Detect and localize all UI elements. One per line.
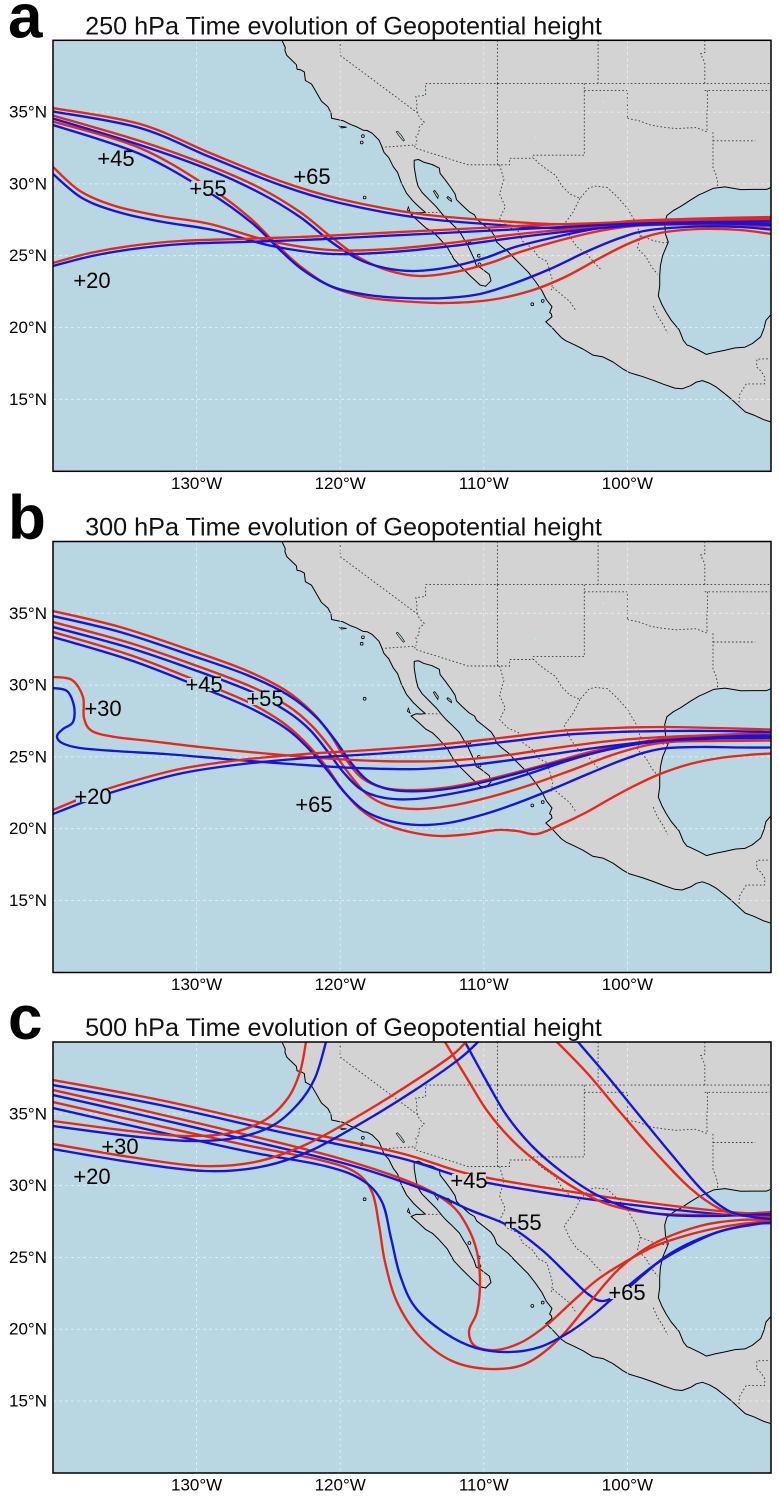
svg-text:120°W: 120°W xyxy=(315,474,366,493)
svg-text:110°W: 110°W xyxy=(459,975,509,994)
svg-text:+30: +30 xyxy=(84,696,121,721)
svg-text:+45: +45 xyxy=(185,672,222,697)
svg-text:+65: +65 xyxy=(293,164,330,189)
svg-text:30°N: 30°N xyxy=(9,174,47,193)
svg-text:25°N: 25°N xyxy=(9,246,47,265)
svg-text:15°N: 15°N xyxy=(9,1392,47,1411)
svg-text:+65: +65 xyxy=(608,1280,645,1305)
svg-text:120°W: 120°W xyxy=(315,975,366,994)
svg-text:130°W: 130°W xyxy=(171,975,222,994)
svg-text:130°W: 130°W xyxy=(171,1476,222,1495)
svg-text:30°N: 30°N xyxy=(9,676,47,695)
svg-text:+45: +45 xyxy=(450,1168,487,1193)
svg-text:+45: +45 xyxy=(97,146,134,171)
svg-text:20°N: 20°N xyxy=(9,1320,47,1339)
svg-text:300 hPa Time evolution of Geop: 300 hPa Time evolution of Geopotential h… xyxy=(85,514,602,542)
svg-text:+20: +20 xyxy=(74,784,111,809)
svg-text:120°W: 120°W xyxy=(315,1476,366,1495)
svg-text:a: a xyxy=(8,0,43,52)
svg-text:500 hPa Time evolution of Geop: 500 hPa Time evolution of Geopotential h… xyxy=(85,1014,602,1042)
svg-text:110°W: 110°W xyxy=(459,474,509,493)
svg-text:+30: +30 xyxy=(101,1134,138,1159)
svg-text:15°N: 15°N xyxy=(9,390,47,409)
svg-text:20°N: 20°N xyxy=(9,318,47,337)
svg-text:+65: +65 xyxy=(295,792,332,817)
svg-text:+20: +20 xyxy=(73,1164,110,1189)
svg-text:35°N: 35°N xyxy=(9,1104,47,1123)
svg-text:c: c xyxy=(8,984,42,1053)
svg-text:100°W: 100°W xyxy=(602,474,653,493)
svg-text:20°N: 20°N xyxy=(9,819,47,838)
svg-text:+55: +55 xyxy=(189,176,226,201)
svg-text:25°N: 25°N xyxy=(9,1248,47,1267)
svg-text:+20: +20 xyxy=(73,268,110,293)
svg-text:35°N: 35°N xyxy=(9,604,47,623)
svg-text:110°W: 110°W xyxy=(459,1476,509,1495)
svg-text:35°N: 35°N xyxy=(9,103,47,122)
svg-text:+55: +55 xyxy=(504,1210,541,1235)
svg-text:100°W: 100°W xyxy=(602,975,653,994)
svg-text:130°W: 130°W xyxy=(171,474,222,493)
svg-text:b: b xyxy=(8,484,46,553)
svg-text:100°W: 100°W xyxy=(602,1476,653,1495)
svg-text:15°N: 15°N xyxy=(9,891,47,910)
svg-text:+55: +55 xyxy=(246,686,283,711)
svg-text:25°N: 25°N xyxy=(9,747,47,766)
svg-text:30°N: 30°N xyxy=(9,1176,47,1195)
svg-text:250 hPa Time evolution of Geop: 250 hPa Time evolution of Geopotential h… xyxy=(85,12,602,40)
